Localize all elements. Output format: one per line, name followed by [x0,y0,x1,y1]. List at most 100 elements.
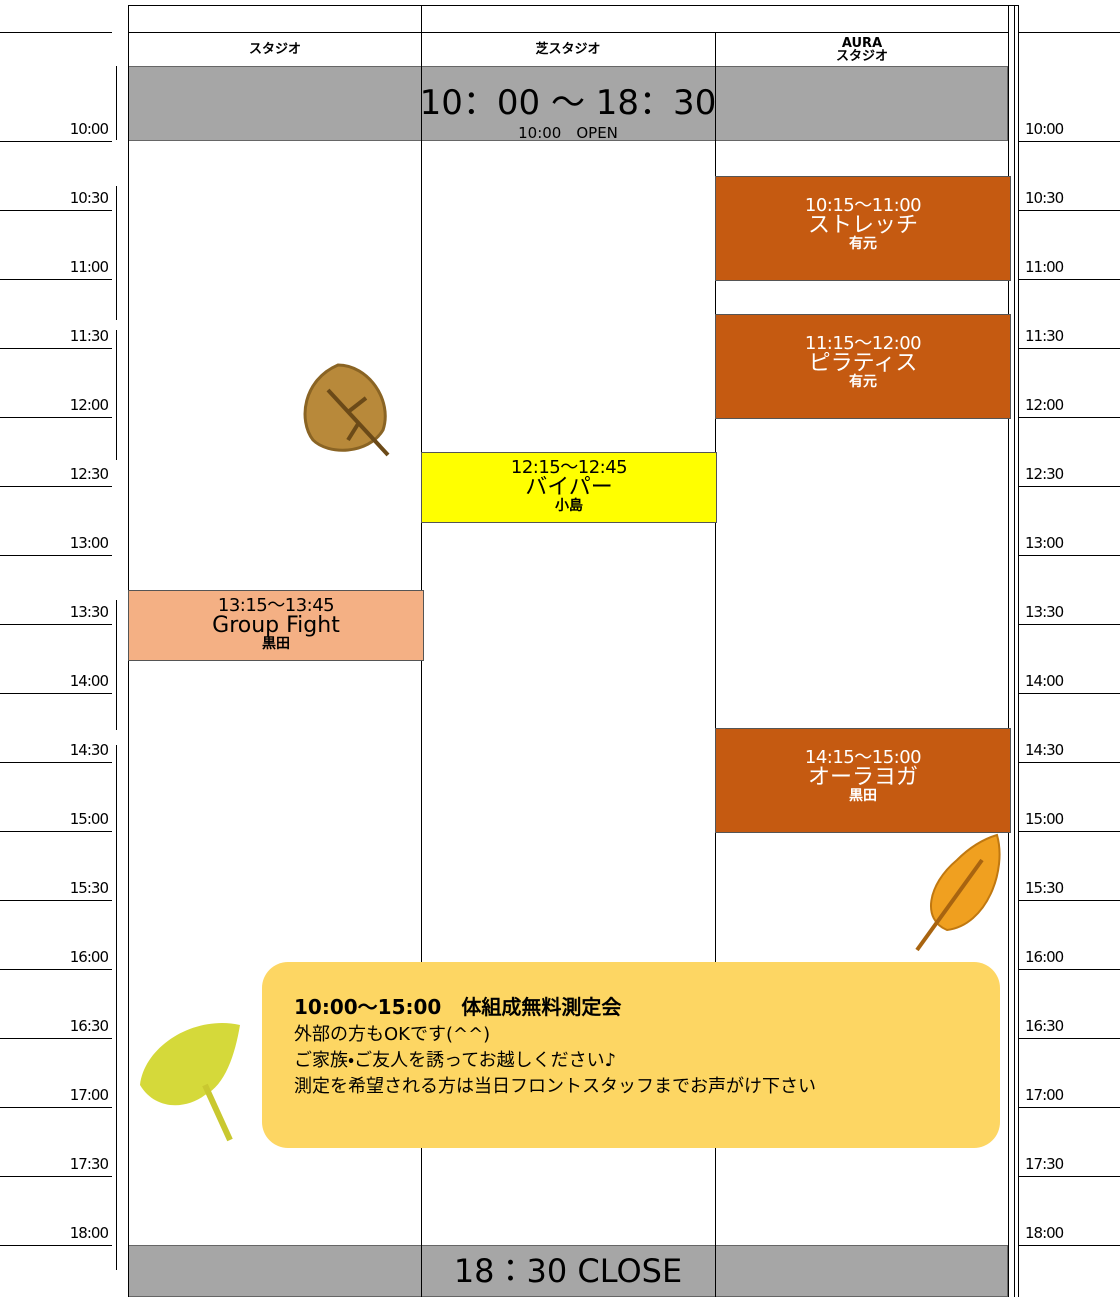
time-label: 15:30 [1025,879,1064,897]
leaf-decoration [303,363,390,457]
time-line [0,969,112,970]
column-border [1014,5,1015,1297]
time-line [1018,141,1120,142]
time-label: 11:30 [1025,327,1064,345]
time-label: 10:30 [1025,189,1064,207]
class-time: 11:15～12:00 [804,332,922,354]
time-label: 17:00 [1025,1086,1064,1104]
close-banner: 18：30 CLOSE [128,1245,1008,1297]
notice-title: 10:00～15:00 体組成無料測定会 [294,995,622,1019]
class-name: Group Fight [212,612,340,638]
time-label: 12:00 [1025,396,1064,414]
time-label: 13:00 [69,534,109,552]
time-label: 12:30 [69,465,109,483]
open-label: 10:00 OPEN [518,124,618,142]
time-line [0,141,112,142]
notice-line: 外部の方もOKです(^^) [294,1024,491,1045]
time-label: 13:30 [1025,603,1064,621]
time-border [116,66,117,140]
class-name: ピラティス [808,350,918,376]
time-line [0,555,112,556]
class-block: 11:15～12:00 ピラティス 有元 [715,313,1011,419]
time-line [1018,1176,1120,1177]
leaf-decoration [140,1023,240,1142]
time-label: 11:30 [69,327,109,345]
class-time: 12:15～12:45 [510,456,628,478]
time-border [116,600,117,730]
notice-line: ご家族・ご友人を誘ってお越しください♪ [294,1050,617,1071]
time-line [0,348,112,349]
studio-name: 芝スタジオ [535,42,601,57]
time-label: 16:00 [69,948,109,966]
studio-header: AURA スタジオ [715,33,1009,66]
time-label: 10:00 [69,120,109,138]
time-label: 12:30 [1025,465,1064,483]
studio-name: スタジオ [835,48,888,64]
class-instructor: 有元 [849,235,877,252]
time-label: 14:00 [69,672,109,690]
time-line [0,900,112,901]
time-label: 16:30 [1025,1017,1064,1035]
class-instructor: 黒田 [262,635,290,652]
time-line [0,693,112,694]
time-line [0,1176,112,1177]
class-instructor: 黒田 [849,787,877,804]
time-line [1018,1107,1120,1108]
time-line [1018,279,1120,280]
time-line [0,624,112,625]
studio-name: スタジオ [248,42,301,57]
time-line [1018,969,1120,970]
column-border [1008,5,1009,1297]
class-time: 14:15～15:00 [804,746,922,768]
studio-header: スタジオ [128,33,422,66]
time-line [0,1038,112,1039]
border [1018,32,1120,33]
time-label: 15:30 [69,879,109,897]
time-label: 11:00 [1025,258,1064,276]
time-line [0,486,112,487]
class-block: 13:15～13:45 Group Fight 黒田 [128,589,424,661]
studio-name: AURA [841,35,883,51]
class-block: 12:15～12:45 バイパー 小島 [421,451,717,523]
notice-body: 外部の方もOKです(^^) ご家族・ご友人を誘ってお越しください♪ 測定を希望される… [294,1022,1000,1100]
time-line [0,1107,112,1108]
time-label: 17:30 [1025,1155,1064,1173]
time-label: 18:00 [69,1224,109,1242]
border [128,32,1008,33]
time-line [0,417,112,418]
time-label: 18:00 [1025,1224,1064,1242]
time-line [1018,693,1120,694]
border [0,32,112,33]
time-label: 16:30 [69,1017,109,1035]
time-label: 14:30 [69,741,109,759]
time-border [116,186,117,320]
time-line [1018,900,1120,901]
time-line [0,831,112,832]
class-block: 10:15～11:00 ストレッチ 有元 [715,175,1011,281]
time-label: 13:00 [1025,534,1064,552]
time-line [1018,486,1120,487]
time-label: 17:30 [69,1155,109,1173]
studio-header: 芝スタジオ [421,33,715,66]
time-label: 11:00 [69,258,109,276]
time-line [0,1245,112,1246]
time-line [1018,762,1120,763]
time-line [1018,555,1120,556]
column-border [715,32,716,1297]
notice-line: 測定を希望される方は当日フロントスタッフまでお声がけ下さい [294,1076,816,1097]
class-name: バイパー [525,474,613,500]
class-name: オーラヨガ [807,764,918,790]
time-line [1018,210,1120,211]
open-banner: 10：00 ～ 18：30 10:00 OPEN [128,66,1008,142]
notice: 10:00～15:00 体組成無料測定会 外部の方もOKです(^^) ご家族・ご友… [262,962,1000,1148]
time-label: 15:00 [69,810,109,828]
leaf-decoration [915,833,1001,952]
time-label: 16:00 [1025,948,1064,966]
time-label: 10:00 [1025,120,1064,138]
time-border [116,330,117,460]
class-time: 13:15～13:45 [217,594,335,616]
time-line [0,279,112,280]
hours: 10：00 ～ 18：30 [419,83,717,123]
class-block: 14:15～15:00 オーラヨガ 黒田 [715,727,1011,833]
